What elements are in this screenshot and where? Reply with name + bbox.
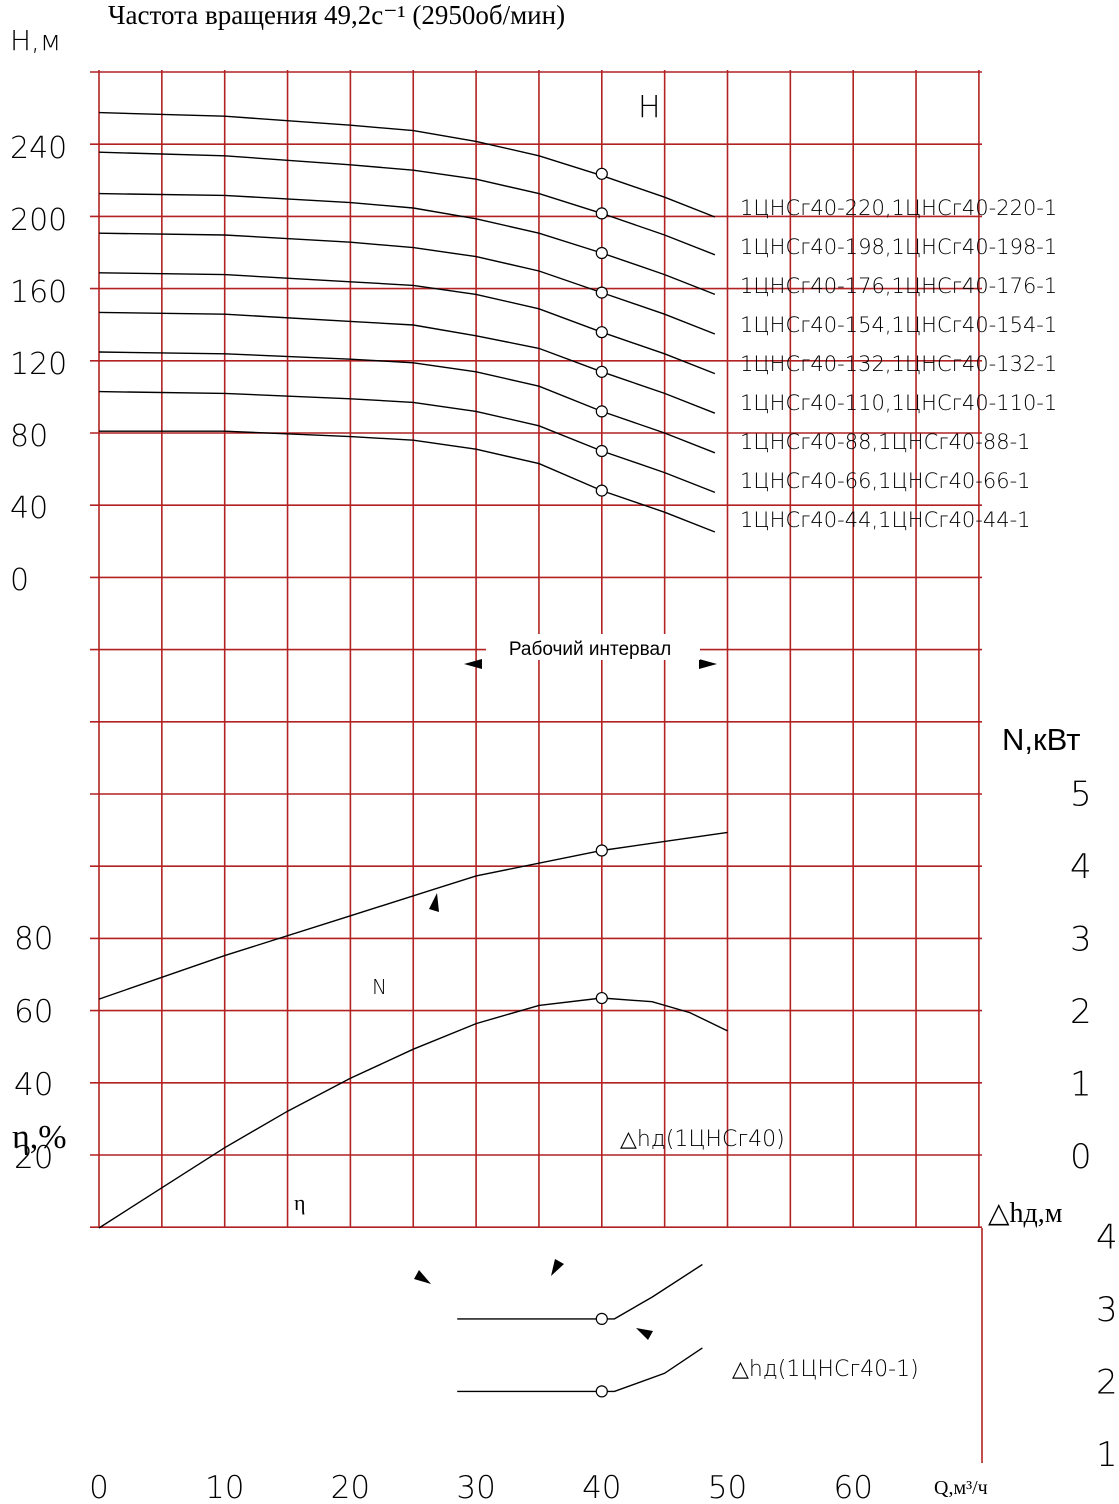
head-rated-point	[595, 444, 608, 458]
head-curve	[98, 272, 716, 375]
efficiency-tick-label: 40	[14, 1067, 53, 1103]
head-series-label: 1ЦНСг40-220,1ЦНСг40-220-1	[740, 196, 1057, 220]
head-leader-line	[488, 122, 636, 182]
grid	[90, 70, 983, 1463]
head-tick-label: 160	[10, 275, 67, 310]
npsh-leader-arrowhead	[551, 1259, 564, 1276]
npsh-curve-label: △hд(1ЦНСг40-1)	[732, 1357, 919, 1382]
head-curve	[98, 232, 716, 335]
npsh-tick-label: 1	[1096, 1435, 1118, 1475]
head-rated-point	[595, 286, 608, 299]
power-curve-label: N	[372, 975, 387, 999]
head-rated-point	[595, 365, 608, 378]
head-rated-point	[595, 207, 608, 220]
npsh-leader-arrowhead	[636, 1328, 653, 1340]
head-series-label: 1ЦНСг40-154,1ЦНСг40-154-1	[740, 313, 1057, 337]
curves	[98, 111, 728, 1398]
working-interval-label-bg	[486, 634, 700, 660]
q-tick-label: 60	[833, 1470, 872, 1504]
npsh-axis-label: △hд,м	[988, 1198, 1063, 1229]
head-series-label: 1ЦНСг40-88,1ЦНСг40-88-1	[740, 430, 1031, 454]
q-tick-label: 50	[708, 1470, 747, 1504]
head-series-label: 1ЦНСг40-176,1ЦНСг40-176-1	[740, 274, 1057, 298]
power-rated-point	[595, 844, 608, 857]
head-leader-label: Н	[638, 90, 661, 125]
head-series-label: 1ЦНСг40-66,1ЦНСг40-66-1	[740, 469, 1031, 493]
head-curve	[98, 192, 716, 296]
head-curve	[98, 111, 716, 218]
power-axis-label: N,кВт	[1002, 722, 1080, 757]
efficiency-tick-label: 60	[14, 994, 53, 1030]
head-curve	[98, 151, 716, 256]
npsh-tick-label: 4	[1096, 1218, 1118, 1258]
q-tick-label: 0	[89, 1470, 109, 1504]
head-curve	[98, 390, 716, 494]
efficiency-curve-label: η	[294, 1190, 306, 1215]
npsh-curve-label: △hд(1ЦНСг40)	[620, 1127, 785, 1152]
power-tick-label: 4	[1070, 847, 1092, 887]
efficiency-leader-arrowhead	[414, 1270, 431, 1284]
head-series-label: 1ЦНСг40-44,1ЦНСг40-44-1	[740, 508, 1031, 532]
head-tick-label: 120	[10, 347, 67, 382]
head-leader-line	[452, 122, 636, 212]
head-tick-label: 0	[10, 563, 29, 598]
head-leader-line	[488, 122, 636, 298]
head-tick-label: 40	[10, 491, 48, 526]
head-tick-label: 200	[10, 203, 67, 238]
head-axis-label: Н,м	[10, 24, 61, 57]
power-tick-label: 5	[1070, 775, 1092, 815]
q-axis-label: Q,м³/ч	[934, 1477, 988, 1499]
efficiency-rated-point	[595, 991, 608, 1005]
efficiency-axis-label: η,%	[12, 1119, 67, 1156]
q-tick-label: 40	[582, 1470, 621, 1504]
chart-title: Частота вращения 49,2с⁻¹ (2950об/мин)	[108, 0, 565, 30]
head-leader-line	[438, 122, 636, 251]
head-series-label: 1ЦНСг40-132,1ЦНСг40-132-1	[740, 352, 1057, 376]
power-tick-label: 3	[1070, 920, 1092, 960]
head-rated-point	[595, 484, 608, 497]
head-curve	[98, 311, 716, 414]
npsh-rated-point	[595, 1312, 608, 1325]
working-interval-arrowhead-left	[464, 659, 482, 669]
labels: Частота вращения 49,2с⁻¹ (2950об/мин) Н,м…	[10, 0, 1118, 1504]
npsh-rated-point	[595, 1385, 608, 1398]
efficiency-tick-label: 20	[14, 1140, 53, 1176]
npsh-curve	[457, 1263, 703, 1320]
power-tick-label: 2	[1070, 992, 1092, 1032]
head-rated-point	[595, 246, 608, 260]
head-series-label: 1ЦНСг40-110,1ЦНСг40-110-1	[740, 391, 1057, 415]
head-curve	[99, 430, 716, 533]
head-rated-point	[595, 326, 608, 339]
power-tick-label: 0	[1070, 1137, 1092, 1177]
head-leader-line	[636, 122, 685, 203]
npsh-leader-line	[551, 1152, 616, 1276]
working-interval-label: Рабочий интервал	[509, 639, 671, 660]
head-tick-label: 240	[10, 131, 67, 166]
npsh-tick-label: 2	[1096, 1363, 1118, 1403]
q-tick-label: 20	[331, 1470, 370, 1504]
head-curve	[98, 351, 716, 454]
power-leader-arrowhead	[429, 893, 439, 912]
head-tick-label: 80	[10, 419, 48, 454]
q-tick-label: 30	[456, 1470, 495, 1504]
head-rated-point	[595, 405, 608, 418]
head-leader-line	[636, 122, 656, 514]
efficiency-curve	[98, 997, 728, 1229]
efficiency-tick-label: 80	[14, 921, 53, 957]
head-series-label: 1ЦНСг40-198,1ЦНСг40-198-1	[740, 235, 1057, 259]
npsh-curve	[457, 1347, 703, 1393]
head-rated-point	[595, 167, 608, 180]
head-leader-line	[634, 122, 636, 466]
working-interval-arrowhead-right	[699, 659, 717, 669]
q-tick-label: 10	[205, 1470, 244, 1504]
power-tick-label: 1	[1070, 1065, 1092, 1105]
npsh-tick-label: 3	[1096, 1290, 1118, 1330]
power-curve	[98, 831, 728, 1000]
